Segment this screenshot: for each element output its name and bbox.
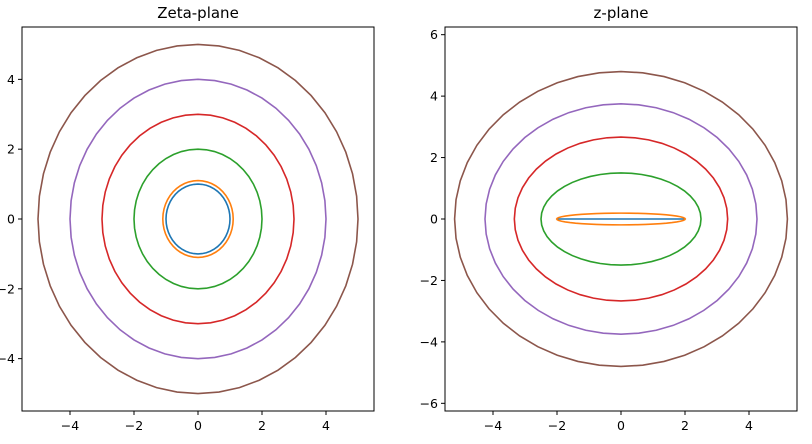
z-plane-y-tick-label: 6 xyxy=(430,27,438,42)
zeta-plane-curve-4 xyxy=(101,113,295,325)
z-plane-x-tick-label: −2 xyxy=(548,418,566,433)
z-plane-curve-4 xyxy=(513,136,729,302)
zeta-plane-curve-6 xyxy=(37,43,359,395)
z-plane-y-tick-label: −6 xyxy=(420,396,438,411)
z-plane-y-tick-label: −2 xyxy=(420,273,438,288)
z-plane-x-tick-label: 4 xyxy=(745,418,753,433)
z-plane-x-tick-label: −4 xyxy=(484,418,502,433)
z-plane-title: z-plane xyxy=(594,4,649,22)
zeta-plane-y-ticks: −4 −2 0 2 4 xyxy=(0,72,22,366)
zeta-plane-x-tick-label: −4 xyxy=(61,418,79,433)
zeta-plane-x-ticks: −4 −2 0 2 4 xyxy=(61,411,330,433)
zeta-plane-y-tick-label: −4 xyxy=(0,351,15,366)
zeta-plane-curve-3 xyxy=(133,148,263,290)
z-plane-y-tick-label: 2 xyxy=(430,150,438,165)
z-plane-curve-6 xyxy=(453,70,789,368)
z-plane-curve-5 xyxy=(484,102,758,336)
z-plane-y-tick-label: 4 xyxy=(430,89,438,104)
z-plane-curve-2 xyxy=(555,212,687,226)
zeta-plane-curve-5 xyxy=(69,78,327,360)
z-plane-y-tick-label: 0 xyxy=(430,212,438,227)
zeta-plane-x-tick-label: 2 xyxy=(258,418,266,433)
zeta-plane-panel: Zeta-plane −4 −2 0 2 4 −4 −2 0 2 4 xyxy=(0,4,375,433)
zeta-plane-curves xyxy=(37,43,359,395)
zeta-plane-x-tick-label: 0 xyxy=(194,418,202,433)
zeta-plane-y-tick-label: 4 xyxy=(7,72,15,87)
zeta-plane-y-tick-label: −2 xyxy=(0,281,15,296)
zeta-plane-x-tick-label: −2 xyxy=(125,418,143,433)
z-plane-x-tick-label: 0 xyxy=(617,418,625,433)
z-plane-panel: z-plane −4 −2 0 2 4 −6 −4 −2 0 2 4 6 xyxy=(420,4,798,433)
zeta-plane-curve-2 xyxy=(161,179,235,259)
zeta-plane-y-tick-label: 0 xyxy=(7,212,15,227)
z-plane-y-tick-label: −4 xyxy=(420,334,438,349)
z-plane-curves xyxy=(453,70,789,368)
z-plane-y-ticks: −6 −4 −2 0 2 4 6 xyxy=(420,27,445,411)
z-plane-x-tick-label: 2 xyxy=(681,418,689,433)
z-plane-curve-3 xyxy=(540,172,702,266)
zeta-plane-axes-frame xyxy=(21,26,375,412)
z-plane-x-ticks: −4 −2 0 2 4 xyxy=(484,411,753,433)
zeta-plane-curve-1 xyxy=(165,183,231,255)
zeta-plane-x-tick-label: 4 xyxy=(322,418,330,433)
zeta-plane-title: Zeta-plane xyxy=(157,4,239,22)
zeta-plane-y-tick-label: 2 xyxy=(7,142,15,157)
